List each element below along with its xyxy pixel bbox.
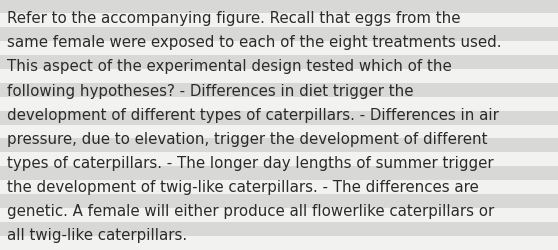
Text: development of different types of caterpillars. - Differences in air: development of different types of caterp… (7, 107, 499, 122)
Text: same female were exposed to each of the eight treatments used.: same female were exposed to each of the … (7, 35, 502, 50)
Bar (0, 56, 558, 70)
Bar (0, 14, 558, 28)
Bar (0, 194, 558, 208)
Bar (0, 97, 558, 111)
Bar (0, 28, 558, 42)
Text: following hypotheses? - Differences in diet trigger the: following hypotheses? - Differences in d… (7, 83, 413, 98)
Text: all twig-like caterpillars.: all twig-like caterpillars. (7, 227, 187, 242)
Bar (0, 208, 558, 222)
Bar (0, 153, 558, 167)
Bar (0, 222, 558, 236)
Bar (0, 111, 558, 125)
Bar (0, 42, 558, 56)
Bar (0, 0, 558, 14)
Bar (0, 180, 558, 194)
Text: pressure, due to elevation, trigger the development of different: pressure, due to elevation, trigger the … (7, 131, 488, 146)
Text: Refer to the accompanying figure. Recall that eggs from the: Refer to the accompanying figure. Recall… (7, 11, 461, 26)
Text: the development of twig-like caterpillars. - The differences are: the development of twig-like caterpillar… (7, 179, 479, 194)
Bar (0, 167, 558, 180)
Bar (0, 139, 558, 153)
Text: types of caterpillars. - The longer day lengths of summer trigger: types of caterpillars. - The longer day … (7, 155, 494, 170)
Text: genetic. A female will either produce all flowerlike caterpillars or: genetic. A female will either produce al… (7, 203, 494, 218)
Bar (0, 236, 558, 250)
Bar (0, 125, 558, 139)
Text: This aspect of the experimental design tested which of the: This aspect of the experimental design t… (7, 59, 452, 74)
Bar (0, 83, 558, 97)
Bar (0, 70, 558, 83)
